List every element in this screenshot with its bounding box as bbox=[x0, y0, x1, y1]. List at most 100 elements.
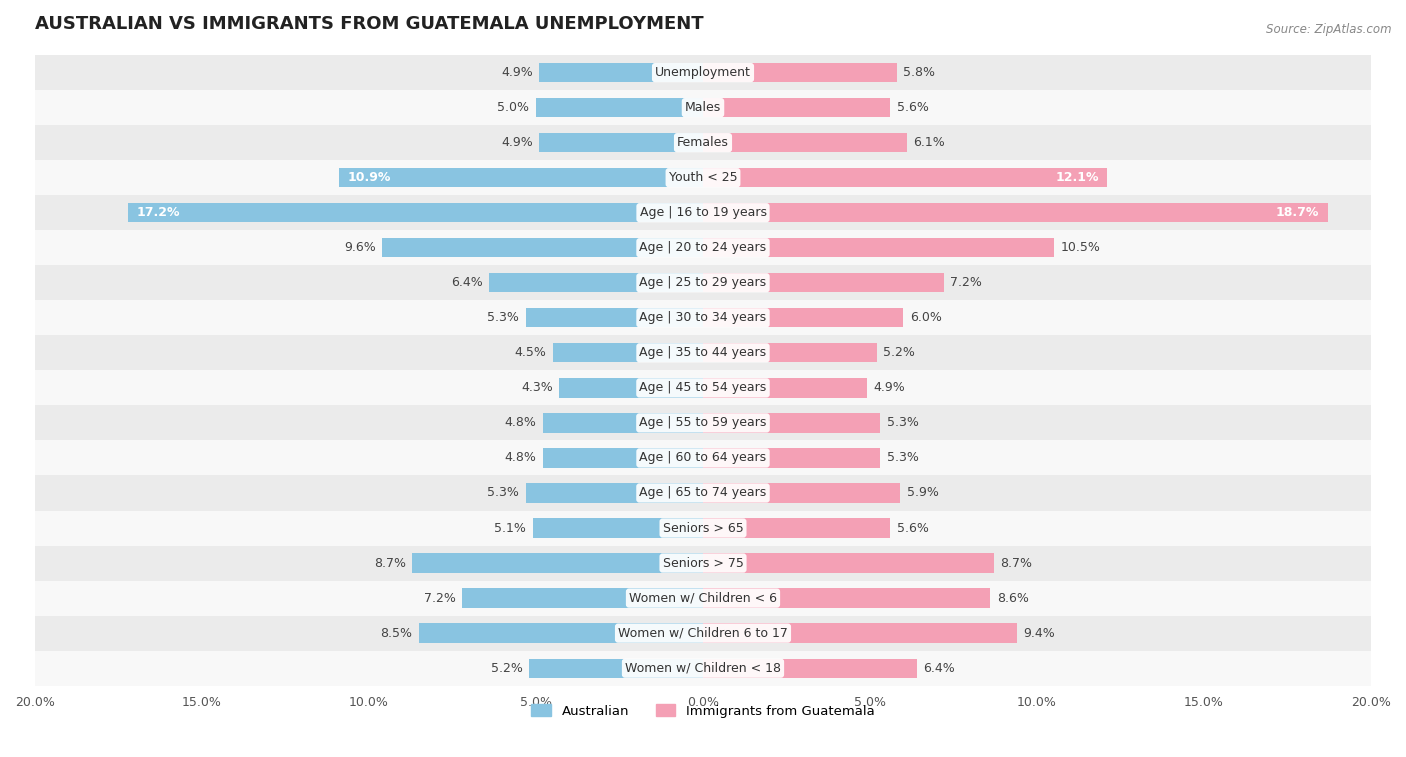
Bar bbox=[35, 370, 1371, 406]
Bar bbox=[382, 238, 703, 257]
Bar bbox=[35, 301, 1371, 335]
Bar bbox=[35, 406, 1371, 441]
Bar bbox=[526, 484, 703, 503]
Bar bbox=[543, 448, 703, 468]
Text: Seniors > 65: Seniors > 65 bbox=[662, 522, 744, 534]
Bar bbox=[35, 650, 1371, 686]
Text: 4.9%: 4.9% bbox=[501, 66, 533, 79]
Text: 6.0%: 6.0% bbox=[910, 311, 942, 324]
Text: 5.0%: 5.0% bbox=[498, 101, 529, 114]
Text: 5.6%: 5.6% bbox=[897, 522, 928, 534]
Text: 5.3%: 5.3% bbox=[488, 487, 519, 500]
Bar bbox=[35, 90, 1371, 125]
Bar bbox=[128, 203, 703, 223]
Text: 4.8%: 4.8% bbox=[505, 451, 536, 465]
Bar bbox=[703, 378, 866, 397]
Text: 6.4%: 6.4% bbox=[924, 662, 955, 674]
Text: 4.9%: 4.9% bbox=[873, 382, 905, 394]
Bar bbox=[35, 441, 1371, 475]
Bar bbox=[703, 553, 994, 573]
Text: Females: Females bbox=[678, 136, 728, 149]
Text: Age | 60 to 64 years: Age | 60 to 64 years bbox=[640, 451, 766, 465]
Bar bbox=[529, 659, 703, 678]
Text: 6.1%: 6.1% bbox=[914, 136, 945, 149]
Bar bbox=[489, 273, 703, 292]
Bar bbox=[35, 581, 1371, 615]
Bar bbox=[703, 238, 1053, 257]
Text: Women w/ Children 6 to 17: Women w/ Children 6 to 17 bbox=[619, 627, 787, 640]
Bar bbox=[35, 510, 1371, 546]
Bar bbox=[560, 378, 703, 397]
Bar bbox=[703, 588, 990, 608]
Text: Youth < 25: Youth < 25 bbox=[669, 171, 737, 184]
Text: Age | 25 to 29 years: Age | 25 to 29 years bbox=[640, 276, 766, 289]
Text: 9.6%: 9.6% bbox=[344, 241, 375, 254]
Text: 10.9%: 10.9% bbox=[347, 171, 391, 184]
Text: 4.3%: 4.3% bbox=[522, 382, 553, 394]
Text: 4.9%: 4.9% bbox=[501, 136, 533, 149]
Text: 5.3%: 5.3% bbox=[488, 311, 519, 324]
Bar bbox=[703, 98, 890, 117]
Text: 18.7%: 18.7% bbox=[1275, 206, 1319, 220]
Text: 5.6%: 5.6% bbox=[897, 101, 928, 114]
Bar bbox=[703, 203, 1327, 223]
Text: 8.6%: 8.6% bbox=[997, 591, 1029, 605]
Bar bbox=[543, 413, 703, 432]
Bar bbox=[703, 624, 1017, 643]
Bar bbox=[703, 343, 877, 363]
Text: 9.4%: 9.4% bbox=[1024, 627, 1056, 640]
Text: 5.9%: 5.9% bbox=[907, 487, 939, 500]
Bar bbox=[540, 133, 703, 152]
Text: Age | 16 to 19 years: Age | 16 to 19 years bbox=[640, 206, 766, 220]
Text: Women w/ Children < 6: Women w/ Children < 6 bbox=[628, 591, 778, 605]
Bar bbox=[703, 308, 904, 328]
Bar bbox=[703, 519, 890, 537]
Bar bbox=[35, 195, 1371, 230]
Bar bbox=[703, 484, 900, 503]
Bar bbox=[339, 168, 703, 187]
Text: Age | 30 to 34 years: Age | 30 to 34 years bbox=[640, 311, 766, 324]
Text: Males: Males bbox=[685, 101, 721, 114]
Text: AUSTRALIAN VS IMMIGRANTS FROM GUATEMALA UNEMPLOYMENT: AUSTRALIAN VS IMMIGRANTS FROM GUATEMALA … bbox=[35, 15, 703, 33]
Bar bbox=[463, 588, 703, 608]
Legend: Australian, Immigrants from Guatemala: Australian, Immigrants from Guatemala bbox=[526, 699, 880, 723]
Text: Source: ZipAtlas.com: Source: ZipAtlas.com bbox=[1267, 23, 1392, 36]
Bar bbox=[533, 519, 703, 537]
Bar bbox=[703, 133, 907, 152]
Text: Age | 20 to 24 years: Age | 20 to 24 years bbox=[640, 241, 766, 254]
Bar bbox=[35, 615, 1371, 650]
Bar bbox=[703, 659, 917, 678]
Text: 5.2%: 5.2% bbox=[491, 662, 523, 674]
Text: 7.2%: 7.2% bbox=[425, 591, 456, 605]
Text: 5.3%: 5.3% bbox=[887, 451, 918, 465]
Text: 4.5%: 4.5% bbox=[515, 347, 546, 360]
Bar bbox=[35, 160, 1371, 195]
Bar bbox=[703, 448, 880, 468]
Bar bbox=[703, 273, 943, 292]
Bar bbox=[35, 125, 1371, 160]
Text: 10.5%: 10.5% bbox=[1060, 241, 1101, 254]
Bar bbox=[703, 168, 1107, 187]
Bar bbox=[35, 335, 1371, 370]
Bar bbox=[412, 553, 703, 573]
Bar bbox=[35, 475, 1371, 510]
Text: 5.1%: 5.1% bbox=[494, 522, 526, 534]
Text: 6.4%: 6.4% bbox=[451, 276, 482, 289]
Text: Age | 45 to 54 years: Age | 45 to 54 years bbox=[640, 382, 766, 394]
Text: 7.2%: 7.2% bbox=[950, 276, 981, 289]
Text: 8.7%: 8.7% bbox=[1000, 556, 1032, 569]
Text: 8.5%: 8.5% bbox=[381, 627, 412, 640]
Text: Age | 55 to 59 years: Age | 55 to 59 years bbox=[640, 416, 766, 429]
Bar bbox=[703, 63, 897, 83]
Bar bbox=[35, 230, 1371, 265]
Text: Age | 65 to 74 years: Age | 65 to 74 years bbox=[640, 487, 766, 500]
Text: 5.3%: 5.3% bbox=[887, 416, 918, 429]
Bar bbox=[419, 624, 703, 643]
Bar bbox=[35, 265, 1371, 301]
Text: Age | 35 to 44 years: Age | 35 to 44 years bbox=[640, 347, 766, 360]
Text: 5.2%: 5.2% bbox=[883, 347, 915, 360]
Bar bbox=[703, 413, 880, 432]
Text: 4.8%: 4.8% bbox=[505, 416, 536, 429]
Bar bbox=[526, 308, 703, 328]
Bar bbox=[540, 63, 703, 83]
